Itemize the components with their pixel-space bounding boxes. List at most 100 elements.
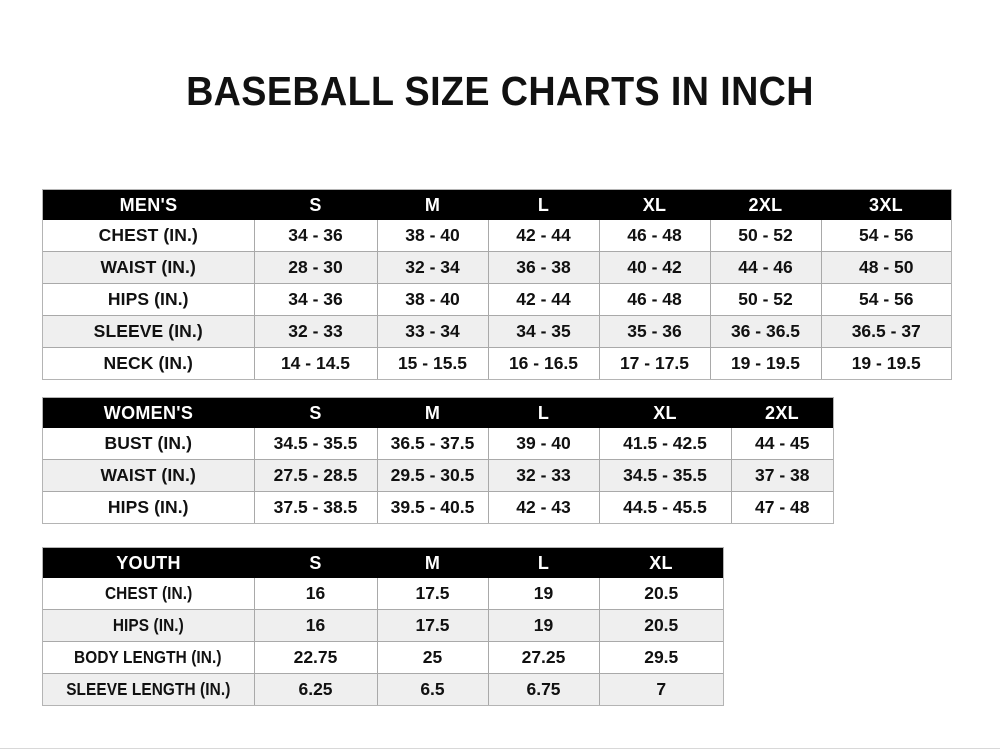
womens-header-m: M: [377, 398, 488, 428]
cell: 46 - 48: [599, 220, 711, 252]
youth-header-row: YOUTH S M L XL: [43, 548, 723, 578]
row-label: HIPS (IN.): [43, 491, 255, 523]
cell: 44 - 46: [710, 251, 822, 284]
cell: 48 - 50: [821, 251, 951, 284]
mens-header-2xl: 2XL: [710, 190, 821, 220]
cell: 19: [488, 578, 600, 610]
cell: 42 - 44: [488, 220, 600, 252]
table-row: WAIST (IN.) 28 - 30 32 - 34 36 - 38 40 -…: [43, 251, 951, 284]
cell: 33 - 34: [377, 315, 489, 348]
cell: 27.25: [488, 641, 600, 674]
row-label: WAIST (IN.): [43, 459, 255, 492]
womens-header-xl: XL: [599, 398, 731, 428]
cell: 46 - 48: [599, 283, 711, 316]
table-row: BODY LENGTH (IN.) 22.75 25 27.25 29.5: [43, 641, 723, 674]
cell: 54 - 56: [821, 220, 951, 252]
youth-header-s: S: [254, 548, 377, 578]
cell: 37 - 38: [731, 459, 833, 492]
table-row: HIPS (IN.) 34 - 36 38 - 40 42 - 44 46 - …: [43, 283, 951, 316]
cell: 38 - 40: [377, 220, 489, 252]
womens-header-s: S: [254, 398, 377, 428]
page-bottom-rule: [0, 748, 1000, 749]
cell: 17 - 17.5: [599, 347, 711, 379]
cell: 15 - 15.5: [377, 347, 489, 379]
table-row: WAIST (IN.) 27.5 - 28.5 29.5 - 30.5 32 -…: [43, 459, 833, 492]
cell: 27.5 - 28.5: [254, 459, 378, 492]
cell: 19 - 19.5: [710, 347, 822, 379]
cell: 14 - 14.5: [254, 347, 378, 379]
cell: 38 - 40: [377, 283, 489, 316]
table-row: SLEEVE (IN.) 32 - 33 33 - 34 34 - 35 35 …: [43, 315, 951, 348]
row-label-text: HIPS (IN.): [112, 615, 184, 635]
womens-header-row: WOMEN'S S M L XL 2XL: [43, 398, 833, 428]
cell: 34.5 - 35.5: [599, 459, 732, 492]
cell: 17.5: [377, 609, 489, 642]
cell: 39 - 40: [488, 428, 600, 460]
page-title: BASEBALL SIZE CHARTS IN INCH: [186, 68, 814, 114]
cell: 29.5 - 30.5: [377, 459, 489, 492]
cell: 19 - 19.5: [821, 347, 951, 379]
cell: 44.5 - 45.5: [599, 491, 732, 523]
cell: 7: [599, 673, 723, 705]
cell: 42 - 43: [488, 491, 600, 523]
cell: 36.5 - 37.5: [377, 428, 489, 460]
cell: 16 - 16.5: [488, 347, 600, 379]
cell: 20.5: [599, 609, 723, 642]
youth-header-l: L: [488, 548, 599, 578]
row-label: SLEEVE LENGTH (IN.): [43, 673, 255, 705]
cell: 50 - 52: [710, 220, 822, 252]
mens-header-xl: XL: [599, 190, 710, 220]
cell: 28 - 30: [254, 251, 378, 284]
cell: 40 - 42: [599, 251, 711, 284]
cell: 39.5 - 40.5: [377, 491, 489, 523]
cell: 16: [254, 578, 378, 610]
cell: 20.5: [599, 578, 723, 610]
table-row: BUST (IN.) 34.5 - 35.5 36.5 - 37.5 39 - …: [43, 428, 833, 460]
cell: 16: [254, 609, 378, 642]
row-label-text: BODY LENGTH (IN.): [74, 647, 223, 667]
mens-header-m: M: [377, 190, 488, 220]
row-label: CHEST (IN.): [43, 220, 255, 252]
cell: 36 - 38: [488, 251, 600, 284]
cell: 34 - 36: [254, 283, 378, 316]
cell: 50 - 52: [710, 283, 822, 316]
row-label-text: CHEST (IN.): [104, 583, 192, 603]
row-label: CHEST (IN.): [43, 578, 255, 610]
cell: 35 - 36: [599, 315, 711, 348]
cell: 6.75: [488, 673, 600, 705]
table-row: NECK (IN.) 14 - 14.5 15 - 15.5 16 - 16.5…: [43, 347, 951, 379]
cell: 22.75: [254, 641, 378, 674]
row-label: BUST (IN.): [43, 428, 255, 460]
cell: 17.5: [377, 578, 489, 610]
row-label: HIPS (IN.): [43, 283, 255, 316]
youth-header-xl: XL: [599, 548, 723, 578]
cell: 42 - 44: [488, 283, 600, 316]
table-row: SLEEVE LENGTH (IN.) 6.25 6.5 6.75 7: [43, 673, 723, 705]
cell: 47 - 48: [731, 491, 833, 523]
cell: 54 - 56: [821, 283, 951, 316]
womens-header-label: WOMEN'S: [43, 398, 254, 428]
womens-size-table: WOMEN'S S M L XL 2XL BUST (IN.) 34.5 - 3…: [43, 398, 833, 523]
mens-header-label: MEN'S: [43, 190, 254, 220]
row-label: NECK (IN.): [43, 347, 255, 379]
mens-header-l: L: [488, 190, 599, 220]
cell: 32 - 34: [377, 251, 489, 284]
row-label: WAIST (IN.): [43, 251, 255, 284]
cell: 29.5: [599, 641, 723, 674]
row-label-text: SLEEVE LENGTH (IN.): [66, 679, 231, 699]
cell: 36.5 - 37: [821, 315, 951, 348]
mens-size-table: MEN'S S M L XL 2XL 3XL CHEST (IN.) 34 - …: [43, 190, 951, 379]
cell: 37.5 - 38.5: [254, 491, 378, 523]
table-row: CHEST (IN.) 16 17.5 19 20.5: [43, 578, 723, 610]
youth-header-m: M: [377, 548, 488, 578]
table-row: HIPS (IN.) 16 17.5 19 20.5: [43, 609, 723, 642]
cell: 36 - 36.5: [710, 315, 822, 348]
table-row: HIPS (IN.) 37.5 - 38.5 39.5 - 40.5 42 - …: [43, 491, 833, 523]
youth-size-table: YOUTH S M L XL CHEST (IN.) 16 17.5 19 20…: [43, 548, 723, 705]
mens-header-s: S: [254, 190, 377, 220]
row-label: BODY LENGTH (IN.): [43, 641, 255, 674]
cell: 6.5: [377, 673, 489, 705]
cell: 44 - 45: [731, 428, 833, 460]
womens-header-l: L: [488, 398, 599, 428]
